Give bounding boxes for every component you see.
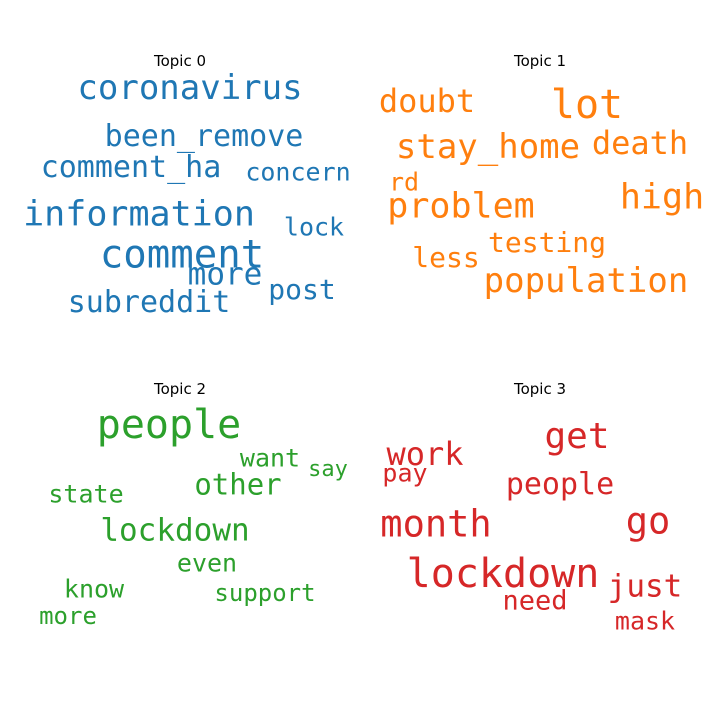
word: coronavirus [77, 68, 303, 108]
word: mask [614, 606, 676, 636]
word: less [412, 241, 480, 274]
word: comment_ha [40, 150, 222, 185]
word: want [239, 443, 301, 473]
word: work [386, 435, 464, 473]
word: pay [382, 458, 428, 488]
word: get [544, 416, 610, 457]
word: problem [387, 186, 535, 227]
topic-panel-3: Topic 3 get work pay people month go loc… [360, 328, 720, 688]
word: other [194, 467, 282, 502]
word: lot [550, 82, 624, 128]
topic-panel-2: Topic 2 people want say other state lock… [0, 328, 360, 688]
word: concern [245, 157, 351, 187]
word: more [187, 256, 263, 293]
topic-panel-1: Topic 1 doubt lot stay_home death rd pro… [360, 0, 720, 360]
topic-panel-0: Topic 0 coronavirus been_remove comment_… [0, 0, 360, 360]
word: stay_home [395, 127, 581, 167]
word: support [214, 579, 316, 607]
word: rd [388, 167, 420, 197]
word: month [380, 502, 492, 546]
word: testing [487, 226, 607, 259]
word: death [591, 124, 689, 162]
panel-title: Topic 3 [513, 380, 567, 398]
word: go [625, 499, 671, 543]
word: people [96, 402, 242, 448]
word: more [39, 602, 97, 630]
word: been_remove [104, 119, 304, 154]
panel-title: Topic 2 [153, 380, 207, 398]
word: need [502, 585, 568, 617]
word: doubt [378, 82, 476, 120]
word: population [483, 261, 689, 301]
word: lock [283, 212, 345, 242]
word: information [23, 194, 255, 235]
panel-title: Topic 1 [513, 52, 567, 70]
word: just [607, 568, 683, 605]
word: lockdown [406, 551, 600, 597]
word: post [268, 273, 336, 306]
word: comment [99, 232, 265, 278]
word: high [619, 177, 705, 218]
word: say [308, 457, 348, 482]
word: people [505, 467, 615, 502]
word: state [48, 479, 124, 509]
word: lockdown [100, 512, 250, 549]
word: even [176, 548, 238, 578]
word: know [63, 574, 125, 604]
word: subreddit [67, 285, 231, 320]
panel-title: Topic 0 [153, 52, 207, 70]
